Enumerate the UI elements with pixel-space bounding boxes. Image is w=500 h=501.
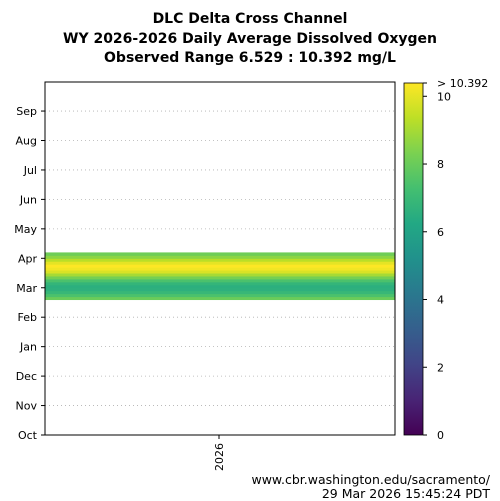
y-tick-label-jan: Jan xyxy=(19,341,37,354)
colorbar-tick-label-8: 8 xyxy=(437,158,444,171)
chart-title-line-3: Observed Range 6.529 : 10.392 mg/L xyxy=(104,50,396,66)
x-tick-label-2026: 2026 xyxy=(213,443,226,471)
heatmap-cell-7 xyxy=(45,275,395,280)
y-tick-label-mar: Mar xyxy=(16,282,37,295)
colorbar-tick-label-4: 4 xyxy=(437,294,444,307)
heatmap-cell-5 xyxy=(45,281,395,286)
heatmap-cell-15 xyxy=(45,252,395,256)
colorbar-tick-label-10: 10 xyxy=(437,90,451,103)
heatmap-cell-2 xyxy=(45,290,395,295)
y-tick-label-oct: Oct xyxy=(18,429,38,442)
colorbar-tick-label-0: 0 xyxy=(437,429,444,442)
footer-url: www.cbr.washington.edu/sacramento/ xyxy=(251,472,490,487)
heatmap-cell-3 xyxy=(45,287,395,292)
y-tick-label-nov: Nov xyxy=(16,400,38,413)
heatmap-cell-6 xyxy=(45,278,395,283)
heatmap-cell-9 xyxy=(45,270,395,274)
colorbar-max-label: > 10.392 xyxy=(437,77,488,90)
heatmap-cell-11 xyxy=(45,264,395,268)
footer-timestamp: 29 Mar 2026 15:45:24 PDT xyxy=(321,486,490,501)
chart-title-line-1: DLC Delta Cross Channel xyxy=(152,11,348,27)
heatmap-cell-1 xyxy=(45,293,395,298)
y-tick-label-jul: Jul xyxy=(23,164,37,177)
colorbar xyxy=(403,82,424,436)
y-tick-label-feb: Feb xyxy=(18,311,37,324)
y-tick-label-apr: Apr xyxy=(18,252,38,265)
heatmap-cell-12 xyxy=(45,261,395,265)
chart-title-line-2: WY 2026-2026 Daily Average Dissolved Oxy… xyxy=(63,31,437,47)
heatmap-cell-14 xyxy=(45,255,395,259)
colorbar-tick-label-2: 2 xyxy=(437,361,444,374)
y-tick-label-jun: Jun xyxy=(19,193,37,206)
y-tick-label-may: May xyxy=(14,223,37,236)
colorbar-tick-label-6: 6 xyxy=(437,226,444,239)
y-tick-label-dec: Dec xyxy=(16,370,37,383)
heatmap-cell-13 xyxy=(45,258,395,262)
heatmap-cell-0 xyxy=(45,296,395,301)
plot-area-frame xyxy=(44,81,396,436)
y-tick-label-aug: Aug xyxy=(16,135,37,148)
y-tick-label-sep: Sep xyxy=(16,105,37,118)
heatmap-cell-8 xyxy=(45,273,395,277)
heatmap-cell-10 xyxy=(45,267,395,271)
heatmap-cell-4 xyxy=(45,284,395,289)
